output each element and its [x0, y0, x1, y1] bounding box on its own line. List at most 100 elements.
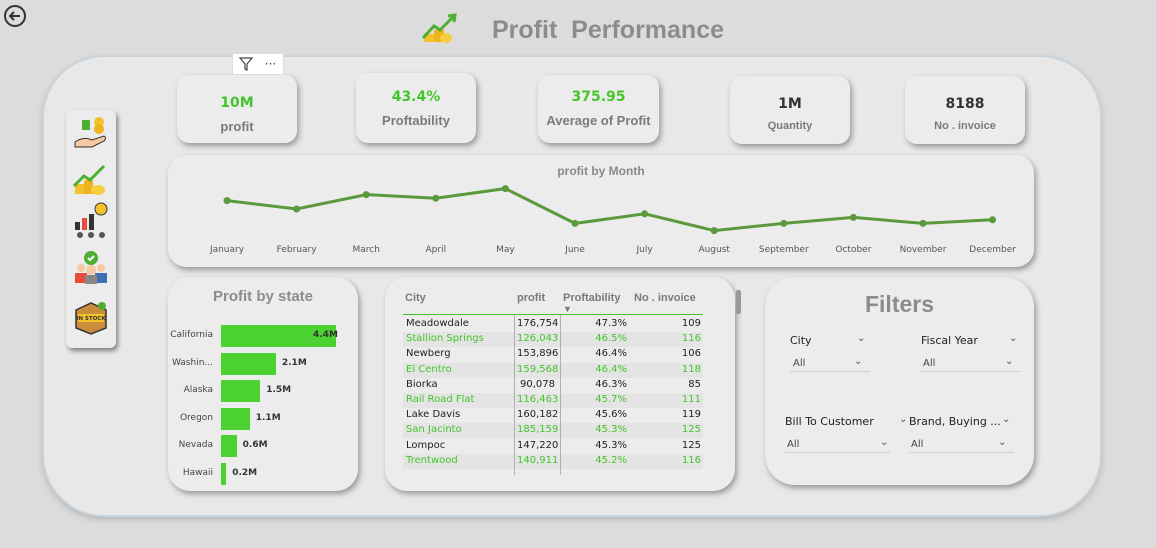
sort-desc-icon: ▼ [563, 304, 572, 314]
bar-value-label: 4.4M [313, 330, 338, 340]
table-cell: 147,220 [517, 439, 559, 451]
kpi-card-proftability[interactable]: 43.4% Proftability [356, 73, 476, 143]
column-header-proftability[interactable]: Proftability [563, 292, 621, 304]
table-cell: Newberg [406, 348, 451, 360]
customers-icon[interactable] [72, 248, 110, 286]
chevron-down-icon[interactable]: ⌄ [1005, 356, 1014, 367]
kpi-label: Quantity [767, 120, 813, 132]
in-stock-icon[interactable]: IN STOCK [72, 298, 110, 336]
kpi-card-quantity[interactable]: 1M Quantity [730, 76, 850, 144]
table-cell: Trentwood [406, 454, 458, 466]
bar-category-label: Washin... [171, 357, 213, 368]
chevron-down-icon[interactable]: ⌄ [854, 356, 863, 367]
bar-value-label: 1.5M [266, 385, 292, 395]
bar-category-label: Nevada [178, 440, 213, 450]
kpi-card-no-invoice[interactable]: 8188 No . invoice [905, 76, 1025, 144]
table-cell: 176,754 [517, 318, 559, 329]
profit-by-month-chart[interactable]: profit by Month January February March Apri… [168, 155, 1034, 267]
table-scrollbar[interactable] [736, 290, 741, 314]
column-header-city[interactable]: City [405, 292, 426, 304]
data-point-november[interactable] [919, 219, 927, 227]
data-point-april[interactable] [432, 194, 440, 202]
table-row[interactable]: San Jacinto 185,159 45.3% 125 [403, 423, 703, 439]
data-point-september[interactable] [780, 219, 788, 227]
bar-nevada[interactable] [221, 435, 237, 457]
back-button[interactable] [3, 4, 27, 28]
column-header-no-invoice[interactable]: No . invoice [634, 292, 696, 304]
chevron-down-icon[interactable]: ⌄ [1009, 333, 1018, 344]
table-row[interactable]: Meadowdale 176,754 47.3% 109 [403, 317, 703, 332]
kpi-card-average-profit[interactable]: 375.95 Average of Profit [538, 75, 659, 143]
table-row[interactable]: Biorka 90,078 46.3% 85 [403, 378, 703, 393]
chevron-down-icon[interactable]: ⌄ [857, 333, 866, 344]
table-row[interactable]: Lompoc 147,220 45.3% 125 [403, 439, 703, 454]
bar-washin[interactable] [221, 352, 276, 375]
table-cell: 46.5% [595, 333, 627, 345]
bar-row[interactable]: Oregon 1.1M [168, 407, 358, 430]
month-label-march: March [352, 245, 380, 255]
data-point-august[interactable] [710, 227, 718, 235]
profit-chart-icon[interactable] [72, 160, 110, 198]
table-cell: 46.4% [595, 363, 627, 375]
data-point-may[interactable] [501, 185, 509, 193]
data-point-march[interactable] [362, 191, 370, 199]
chevron-down-icon[interactable]: ⌄ [880, 437, 889, 448]
header: Profit Performance [420, 8, 724, 52]
data-point-june[interactable] [571, 219, 579, 227]
bar-row[interactable]: Washin... 2.1M [168, 352, 358, 375]
data-point-october[interactable] [849, 213, 857, 221]
table-cell: Stallion Springs [406, 333, 484, 345]
bar-row[interactable]: California 4.4M [168, 325, 358, 347]
bar-category-label: Alaska [183, 385, 213, 395]
data-point-december[interactable] [989, 216, 997, 224]
kpi-value: 1M [778, 96, 802, 112]
bar-value-label: 2.1M [281, 357, 307, 368]
chevron-down-icon[interactable]: ⌄ [899, 414, 908, 425]
table-cell: 111 [681, 394, 701, 405]
column-divider [560, 315, 561, 475]
slicer-value: All [923, 358, 936, 369]
bar-alaska[interactable] [221, 380, 261, 402]
month-label-november: November [899, 245, 947, 255]
table-row[interactable]: El Centro 159,568 46.4% 118 [403, 362, 703, 378]
profit-by-state-chart[interactable]: Profit by state California 4.4M Washin... 2… [168, 277, 358, 491]
filter-button[interactable] [233, 54, 258, 74]
more-options-button[interactable]: ··· [264, 57, 277, 71]
table-row[interactable]: Stallion Springs 126,043 46.5% 116 [403, 332, 703, 348]
slicer-value: All [787, 439, 800, 450]
kpi-label: No . invoice [934, 120, 996, 132]
page-title: Profit Performance [492, 15, 725, 44]
data-point-january[interactable] [223, 197, 231, 205]
bar-row[interactable]: Hawaii 0.2M [168, 462, 358, 485]
kpi-label: Proftability [382, 113, 450, 128]
data-point-july[interactable] [641, 210, 649, 218]
data-point-february[interactable] [293, 205, 301, 213]
bar-hawaii[interactable] [221, 462, 227, 485]
bar-california[interactable] [221, 325, 336, 347]
table-cell: 90,078 [520, 378, 555, 390]
table-cell: 45.2% [595, 454, 627, 466]
money-hand-icon[interactable] [72, 114, 110, 152]
table-cell: San Jacinto [406, 424, 462, 436]
table-cell: 116 [681, 333, 701, 345]
bar-oregon[interactable] [221, 407, 250, 430]
table-cell: 126,043 [517, 333, 559, 345]
bar-row[interactable]: Alaska 1.5M [168, 380, 358, 402]
funnel-icon [238, 57, 253, 71]
chevron-down-icon[interactable]: ⌄ [1002, 414, 1011, 425]
bar-row[interactable]: Nevada 0.6M [168, 435, 358, 457]
table-row[interactable]: Rail Road Flat 116,463 45.7% 111 [403, 393, 703, 408]
bar-category-label: Hawaii [182, 467, 213, 478]
table-row[interactable]: Newberg 153,896 46.4% 106 [403, 347, 703, 362]
table-row[interactable]: Lake Davis 160,182 45.6% 119 [403, 408, 703, 423]
kpi-card-profit[interactable]: 10M profit [177, 75, 297, 143]
table-cell: 116 [681, 454, 701, 466]
table-row[interactable]: Trentwood 140,911 45.2% 116 [403, 453, 703, 469]
growth-dollar-icon[interactable] [72, 200, 110, 238]
table-cell: 153,896 [517, 348, 559, 360]
column-header-profit[interactable]: profit [517, 292, 546, 304]
month-label-september: September [758, 245, 809, 255]
table-cell: Meadowdale [406, 318, 469, 329]
profit-series-line [226, 187, 993, 233]
chevron-down-icon[interactable]: ⌄ [998, 437, 1007, 448]
